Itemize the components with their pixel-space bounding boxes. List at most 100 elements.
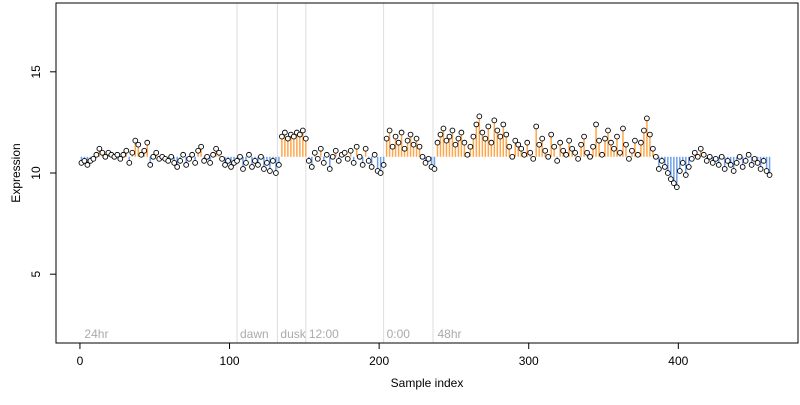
data-point — [314, 155, 321, 162]
data-point — [703, 158, 710, 164]
data-point — [476, 113, 483, 120]
data-point — [554, 158, 560, 164]
data-point — [126, 160, 133, 166]
y-tick-label: 15 — [29, 65, 43, 79]
data-point — [350, 160, 357, 166]
data-point — [371, 151, 378, 158]
data-point — [551, 143, 558, 150]
data-point — [638, 139, 644, 146]
data-point — [419, 153, 426, 160]
data-point — [608, 139, 614, 146]
annotation-layer: 24hr dawn dusk 12:00 0:00 48hr — [84, 327, 461, 341]
data-point — [320, 160, 327, 166]
y-tick-label: 5 — [29, 271, 43, 278]
data-point — [751, 155, 758, 162]
data-point — [410, 141, 417, 148]
data-point — [344, 155, 351, 162]
data-point — [282, 129, 288, 136]
y-axis: 5 10 15 — [29, 65, 57, 278]
data-point — [305, 158, 312, 164]
data-point — [647, 131, 653, 138]
data-point — [249, 164, 255, 170]
data-point — [455, 135, 462, 142]
data-point — [727, 162, 734, 168]
data-point — [431, 166, 438, 172]
data-point — [228, 164, 234, 170]
data-point — [365, 158, 372, 164]
data-point — [285, 135, 291, 142]
data-point — [665, 170, 671, 176]
data-point — [688, 155, 695, 162]
data-point — [581, 133, 587, 140]
data-point — [736, 153, 743, 160]
data-point — [509, 153, 516, 160]
data-point — [712, 155, 719, 162]
data-point — [593, 121, 599, 128]
data-point — [323, 151, 330, 158]
data-point — [724, 158, 731, 164]
data-point — [302, 135, 309, 142]
data-point — [386, 127, 393, 134]
data-point — [512, 137, 519, 144]
data-point — [527, 149, 534, 156]
data-point — [575, 155, 581, 162]
data-point — [599, 151, 605, 158]
data-point — [542, 147, 549, 154]
data-point — [165, 158, 172, 164]
data-point — [132, 137, 139, 144]
x-tick-label: 100 — [220, 354, 240, 368]
data-point — [383, 135, 390, 142]
data-point — [117, 155, 124, 162]
data-point — [171, 160, 178, 166]
deviation-segment-layer — [80, 116, 771, 188]
data-point — [667, 176, 674, 182]
data-point — [258, 153, 264, 160]
data-point — [177, 158, 184, 164]
data-point — [120, 151, 127, 158]
data-point — [685, 164, 692, 170]
data-point — [721, 166, 728, 172]
x-axis: 0 100 200 300 400 — [77, 342, 689, 368]
data-point — [147, 162, 154, 168]
x-axis-label: Sample index — [391, 376, 464, 390]
data-point — [584, 149, 590, 156]
data-point — [407, 131, 414, 138]
data-point — [673, 184, 680, 191]
data-point — [198, 143, 204, 150]
data-point — [524, 139, 531, 146]
data-point — [96, 145, 103, 152]
data-point-layer — [78, 113, 773, 191]
data-point — [183, 162, 189, 168]
data-point — [413, 135, 420, 142]
data-point — [168, 153, 175, 160]
data-point — [332, 147, 339, 154]
data-point — [733, 160, 740, 166]
data-point — [641, 127, 647, 134]
data-point — [757, 166, 764, 172]
data-point — [446, 133, 453, 140]
data-point — [644, 115, 650, 122]
data-point — [461, 139, 468, 146]
data-point — [659, 158, 665, 164]
data-point — [270, 158, 276, 164]
data-point — [84, 162, 91, 168]
data-point — [434, 139, 441, 146]
data-point — [620, 125, 626, 132]
data-point — [596, 137, 602, 144]
data-point — [709, 160, 716, 166]
annotation-label: dusk — [280, 327, 306, 341]
data-point — [754, 160, 761, 166]
data-point — [653, 153, 659, 160]
data-point — [252, 158, 258, 164]
data-point — [353, 143, 360, 150]
data-point — [213, 145, 219, 152]
data-point — [458, 129, 465, 136]
data-point — [243, 160, 249, 166]
data-point — [102, 153, 109, 160]
data-point — [521, 151, 528, 158]
data-point — [276, 162, 282, 168]
data-point — [700, 151, 707, 158]
data-point — [380, 162, 387, 168]
